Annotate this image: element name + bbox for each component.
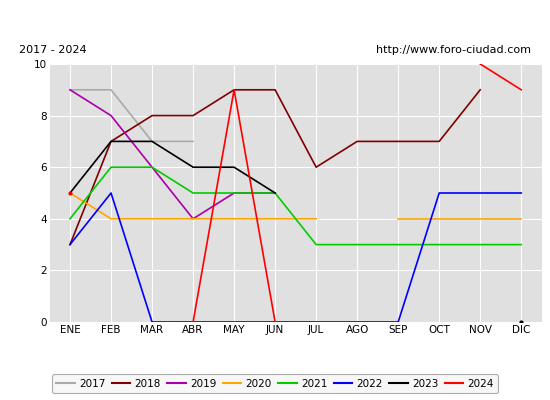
Text: 2017 - 2024: 2017 - 2024	[19, 45, 86, 55]
Legend: 2017, 2018, 2019, 2020, 2021, 2022, 2023, 2024: 2017, 2018, 2019, 2020, 2021, 2022, 2023…	[52, 374, 498, 393]
Text: http://www.foro-ciudad.com: http://www.foro-ciudad.com	[376, 45, 531, 55]
Text: Evolucion del paro registrado en Matanza: Evolucion del paro registrado en Matanza	[123, 12, 427, 26]
